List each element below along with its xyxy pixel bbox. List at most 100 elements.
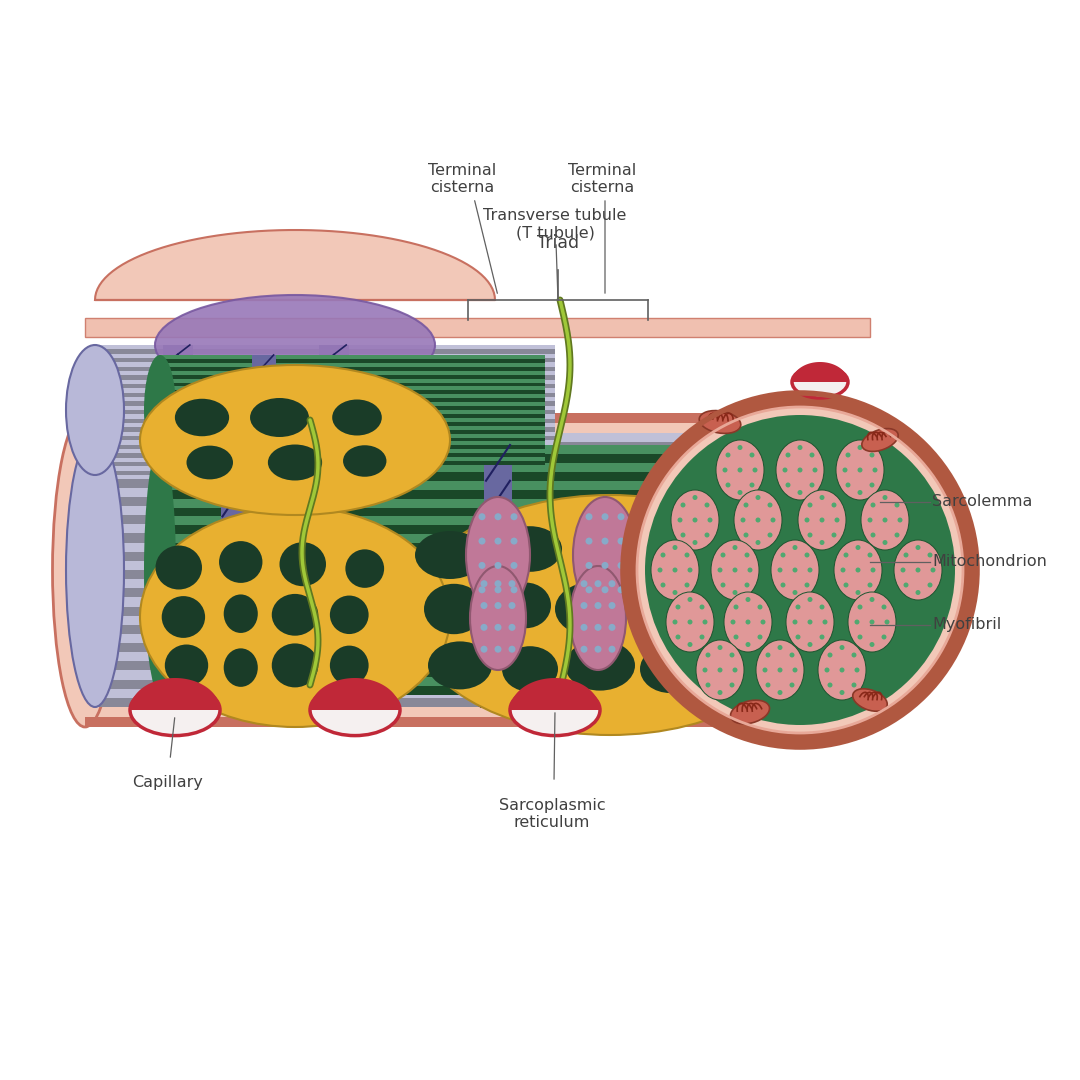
Bar (160, 379, 545, 382)
Ellipse shape (594, 624, 602, 631)
Ellipse shape (789, 683, 795, 688)
Ellipse shape (618, 538, 624, 544)
Ellipse shape (717, 667, 723, 673)
Ellipse shape (498, 526, 562, 571)
Ellipse shape (509, 646, 515, 652)
Ellipse shape (738, 445, 743, 450)
Ellipse shape (820, 540, 824, 545)
Ellipse shape (861, 490, 909, 550)
Bar (160, 375, 545, 379)
Ellipse shape (495, 513, 501, 521)
Bar (320, 345, 349, 475)
Ellipse shape (730, 700, 770, 724)
Bar (160, 686, 789, 696)
Ellipse shape (744, 553, 750, 557)
Ellipse shape (808, 502, 812, 508)
Bar (160, 463, 789, 472)
Ellipse shape (778, 690, 783, 696)
Ellipse shape (810, 483, 814, 487)
Ellipse shape (509, 580, 515, 588)
Ellipse shape (717, 567, 723, 572)
Ellipse shape (618, 513, 624, 521)
Bar (160, 570, 789, 579)
Text: Myofibril: Myofibril (932, 618, 1001, 633)
Ellipse shape (827, 683, 833, 688)
Bar (160, 606, 789, 615)
Ellipse shape (424, 584, 484, 634)
Bar (160, 363, 545, 367)
Ellipse shape (581, 646, 588, 652)
Ellipse shape (756, 517, 760, 523)
Bar (95, 384, 555, 389)
Ellipse shape (738, 468, 743, 473)
Bar (160, 445, 545, 449)
Ellipse shape (594, 646, 602, 652)
Bar (95, 353, 555, 357)
Bar (160, 355, 545, 465)
Bar (160, 437, 545, 442)
Ellipse shape (766, 683, 770, 688)
Ellipse shape (570, 566, 626, 670)
Ellipse shape (673, 567, 677, 572)
Bar (160, 642, 789, 650)
Ellipse shape (478, 513, 486, 521)
Bar (85, 685, 870, 702)
Ellipse shape (757, 634, 762, 639)
Bar (95, 579, 860, 589)
Ellipse shape (818, 640, 866, 700)
Bar (95, 436, 555, 441)
Ellipse shape (140, 507, 450, 727)
Ellipse shape (501, 582, 551, 629)
Bar (160, 433, 545, 437)
Ellipse shape (835, 517, 839, 523)
Bar (95, 423, 555, 428)
Ellipse shape (832, 532, 837, 538)
Ellipse shape (671, 490, 719, 550)
Bar (95, 671, 860, 679)
Ellipse shape (696, 640, 744, 700)
Ellipse shape (410, 495, 810, 735)
Ellipse shape (732, 567, 738, 572)
Bar (95, 367, 555, 372)
Ellipse shape (680, 532, 686, 538)
Ellipse shape (789, 652, 795, 658)
Bar (160, 669, 789, 677)
Polygon shape (510, 678, 600, 710)
Ellipse shape (675, 605, 680, 609)
Ellipse shape (869, 453, 875, 458)
Bar (160, 442, 545, 445)
Ellipse shape (716, 440, 764, 500)
Ellipse shape (757, 605, 762, 609)
Ellipse shape (867, 517, 873, 523)
Ellipse shape (511, 586, 517, 593)
Ellipse shape (808, 532, 812, 538)
Bar (95, 689, 860, 698)
Ellipse shape (810, 453, 814, 458)
Bar (160, 406, 545, 410)
Bar (252, 355, 275, 465)
Ellipse shape (730, 620, 735, 624)
Ellipse shape (839, 645, 845, 650)
Ellipse shape (251, 399, 309, 437)
Ellipse shape (310, 685, 400, 735)
Bar (160, 445, 789, 454)
Ellipse shape (705, 683, 711, 688)
Bar (160, 615, 789, 623)
Ellipse shape (823, 620, 827, 624)
Bar (95, 428, 555, 432)
Text: Sarcoplasmic
reticulum: Sarcoplasmic reticulum (499, 798, 605, 831)
Bar (95, 507, 860, 515)
Ellipse shape (734, 490, 782, 550)
Ellipse shape (733, 634, 739, 639)
Ellipse shape (510, 685, 600, 735)
Ellipse shape (793, 667, 797, 673)
Bar (160, 535, 789, 543)
Bar (160, 489, 789, 499)
Ellipse shape (762, 667, 768, 673)
Ellipse shape (66, 345, 124, 475)
Ellipse shape (805, 553, 810, 557)
Ellipse shape (881, 634, 887, 639)
Ellipse shape (585, 562, 593, 569)
Bar (95, 462, 555, 467)
Ellipse shape (602, 586, 608, 593)
